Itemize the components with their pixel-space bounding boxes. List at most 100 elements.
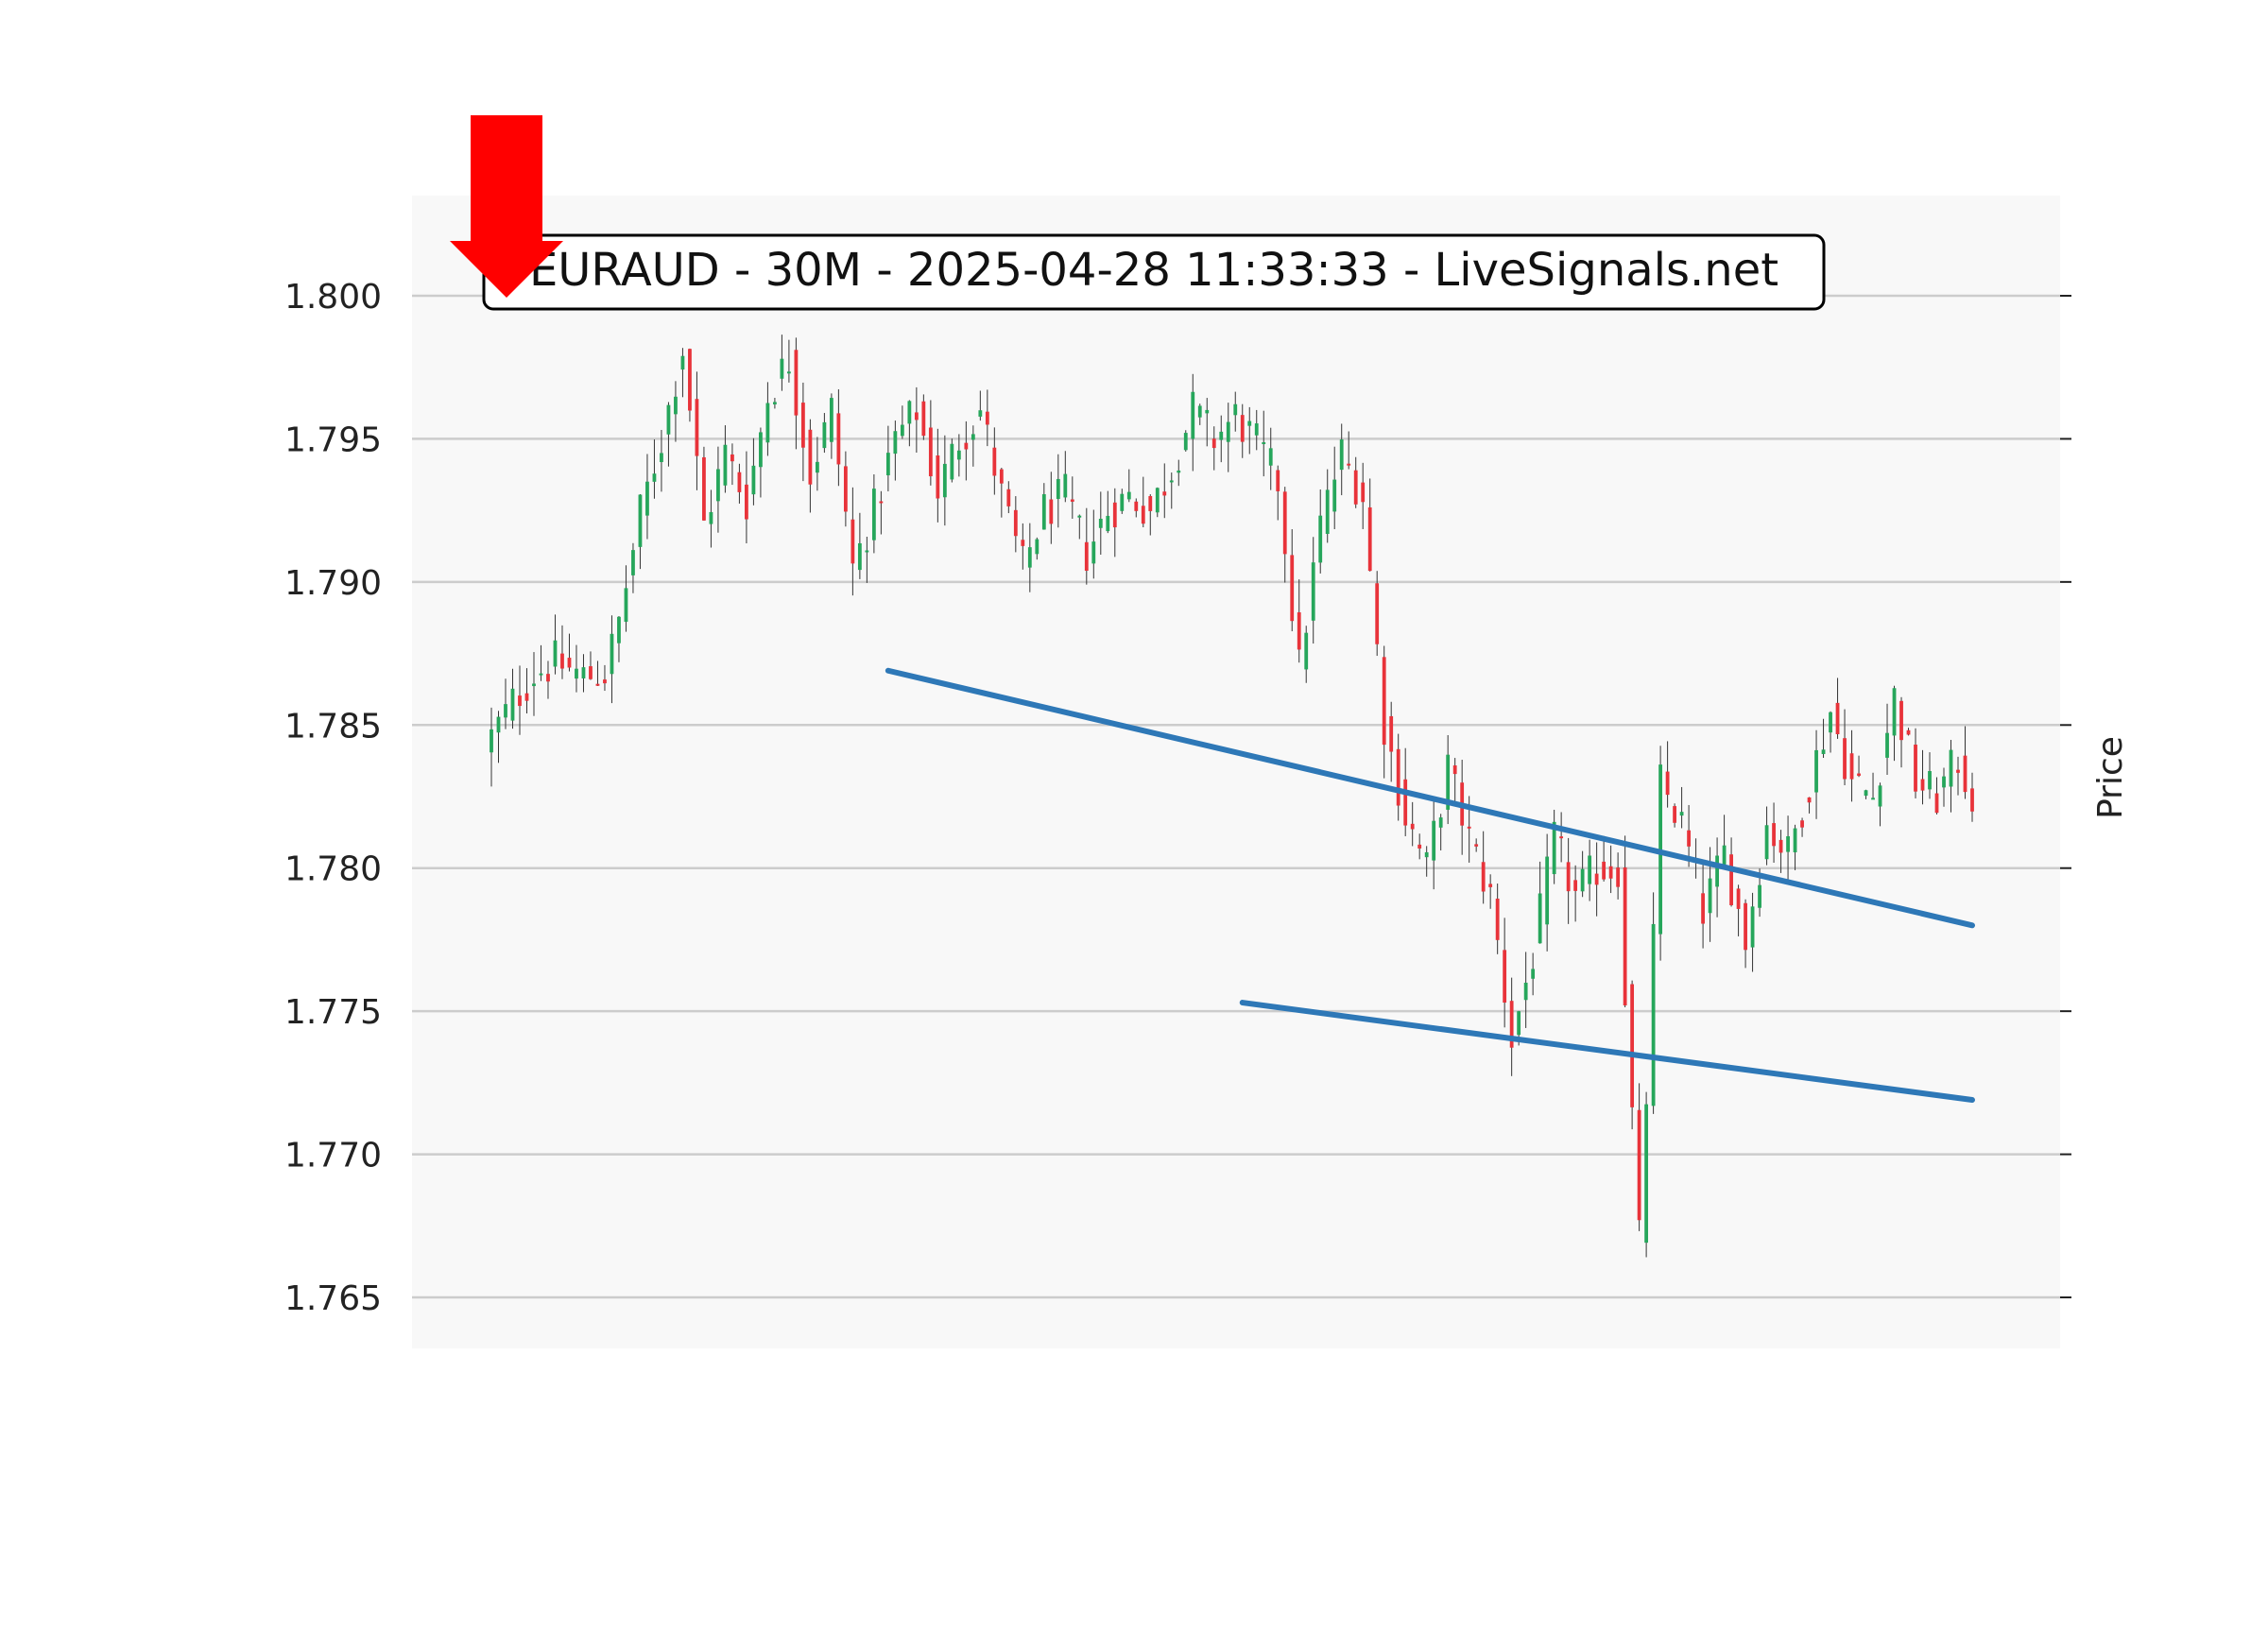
- candle-body: [1126, 491, 1131, 500]
- candle: [1956, 756, 1960, 796]
- chart-title: EURAUD - 30M - 2025-04-28 11:33:33 - Liv…: [529, 244, 1778, 297]
- candle: [518, 665, 522, 735]
- candle-body: [1367, 506, 1372, 572]
- candle: [553, 614, 558, 675]
- candle: [1254, 409, 1259, 451]
- candle-body: [1361, 482, 1366, 503]
- candle-body: [822, 421, 827, 449]
- candle: [1268, 427, 1273, 490]
- candle-body: [652, 473, 657, 482]
- candle-body: [985, 411, 989, 425]
- candle-body: [956, 450, 961, 460]
- candle: [836, 389, 841, 487]
- candle: [723, 425, 728, 493]
- candle-body: [1899, 700, 1903, 741]
- candle: [490, 707, 493, 787]
- candle: [1077, 514, 1082, 540]
- candle-body: [1177, 470, 1181, 473]
- candle: [510, 668, 515, 729]
- candle: [1177, 459, 1181, 487]
- candle-body: [1949, 749, 1953, 787]
- candle-body: [1523, 982, 1528, 1001]
- candle: [1970, 772, 1974, 822]
- candle-body: [716, 469, 720, 502]
- candle: [1041, 483, 1046, 530]
- plot-background: [412, 196, 2060, 1348]
- candle-body: [1878, 785, 1882, 807]
- candle: [1814, 729, 1818, 819]
- candle: [1219, 415, 1224, 463]
- candle-body: [1800, 820, 1804, 828]
- candle-body: [1070, 499, 1074, 502]
- candle: [1382, 645, 1386, 779]
- candle: [1821, 718, 1826, 759]
- candle-body: [1027, 547, 1032, 568]
- grid-lines: [412, 294, 2060, 1299]
- candle: [1750, 892, 1755, 972]
- candle-body: [751, 465, 756, 495]
- candle-body: [1495, 898, 1500, 940]
- candle-body: [1240, 415, 1245, 442]
- candle: [1764, 806, 1769, 866]
- candle: [808, 419, 813, 513]
- candle: [1183, 430, 1188, 452]
- candle-body: [1942, 776, 1946, 788]
- candle: [879, 490, 884, 535]
- candle-body: [1254, 423, 1259, 436]
- candle: [921, 394, 926, 440]
- candle-body: [1211, 438, 1216, 449]
- candle-body: [553, 640, 558, 667]
- candle: [1885, 703, 1889, 775]
- candle-body: [1920, 779, 1925, 791]
- candle: [978, 390, 983, 421]
- candle: [737, 463, 742, 504]
- candle: [893, 420, 898, 481]
- candle: [1772, 802, 1776, 863]
- candle-body: [1750, 906, 1755, 948]
- candle: [1112, 488, 1117, 558]
- candle: [822, 413, 827, 454]
- candle: [1098, 491, 1103, 555]
- candle-body: [1389, 715, 1394, 752]
- candle: [1353, 456, 1358, 508]
- candle: [1282, 487, 1287, 583]
- candle-body: [1616, 867, 1621, 887]
- candle-body: [1375, 583, 1380, 644]
- candle: [1375, 571, 1380, 657]
- candle-body: [1268, 448, 1273, 466]
- candle: [1949, 740, 1953, 813]
- candle: [815, 437, 819, 491]
- candle: [716, 446, 720, 533]
- candle: [1928, 752, 1932, 799]
- candle-body: [1630, 984, 1635, 1107]
- candle-body: [1679, 812, 1684, 816]
- candle-body: [942, 463, 947, 498]
- candle-body: [1580, 868, 1585, 892]
- candle: [1793, 824, 1797, 870]
- candle: [631, 542, 635, 593]
- candle-body: [1744, 902, 1747, 951]
- candle: [1021, 523, 1025, 570]
- candle: [992, 427, 997, 495]
- candle-body: [1701, 893, 1705, 924]
- candle: [567, 633, 572, 672]
- candle-body: [524, 693, 529, 701]
- candle: [1056, 454, 1060, 528]
- candle-body: [900, 424, 904, 437]
- candle: [1623, 835, 1627, 1007]
- y-tick-label: 1.800: [284, 278, 382, 317]
- candle-body: [907, 401, 912, 424]
- candle: [1864, 789, 1868, 799]
- candle: [560, 625, 564, 679]
- candle-body: [921, 401, 926, 437]
- candle: [1673, 803, 1677, 828]
- candle: [850, 487, 855, 596]
- candle-body: [850, 519, 855, 564]
- candle: [1701, 860, 1705, 949]
- candle-body: [1885, 732, 1889, 758]
- y-tick-label: 1.775: [284, 993, 382, 1032]
- candle: [702, 446, 706, 522]
- candle-body: [1056, 478, 1060, 500]
- candle: [1588, 839, 1592, 901]
- candle: [595, 661, 600, 687]
